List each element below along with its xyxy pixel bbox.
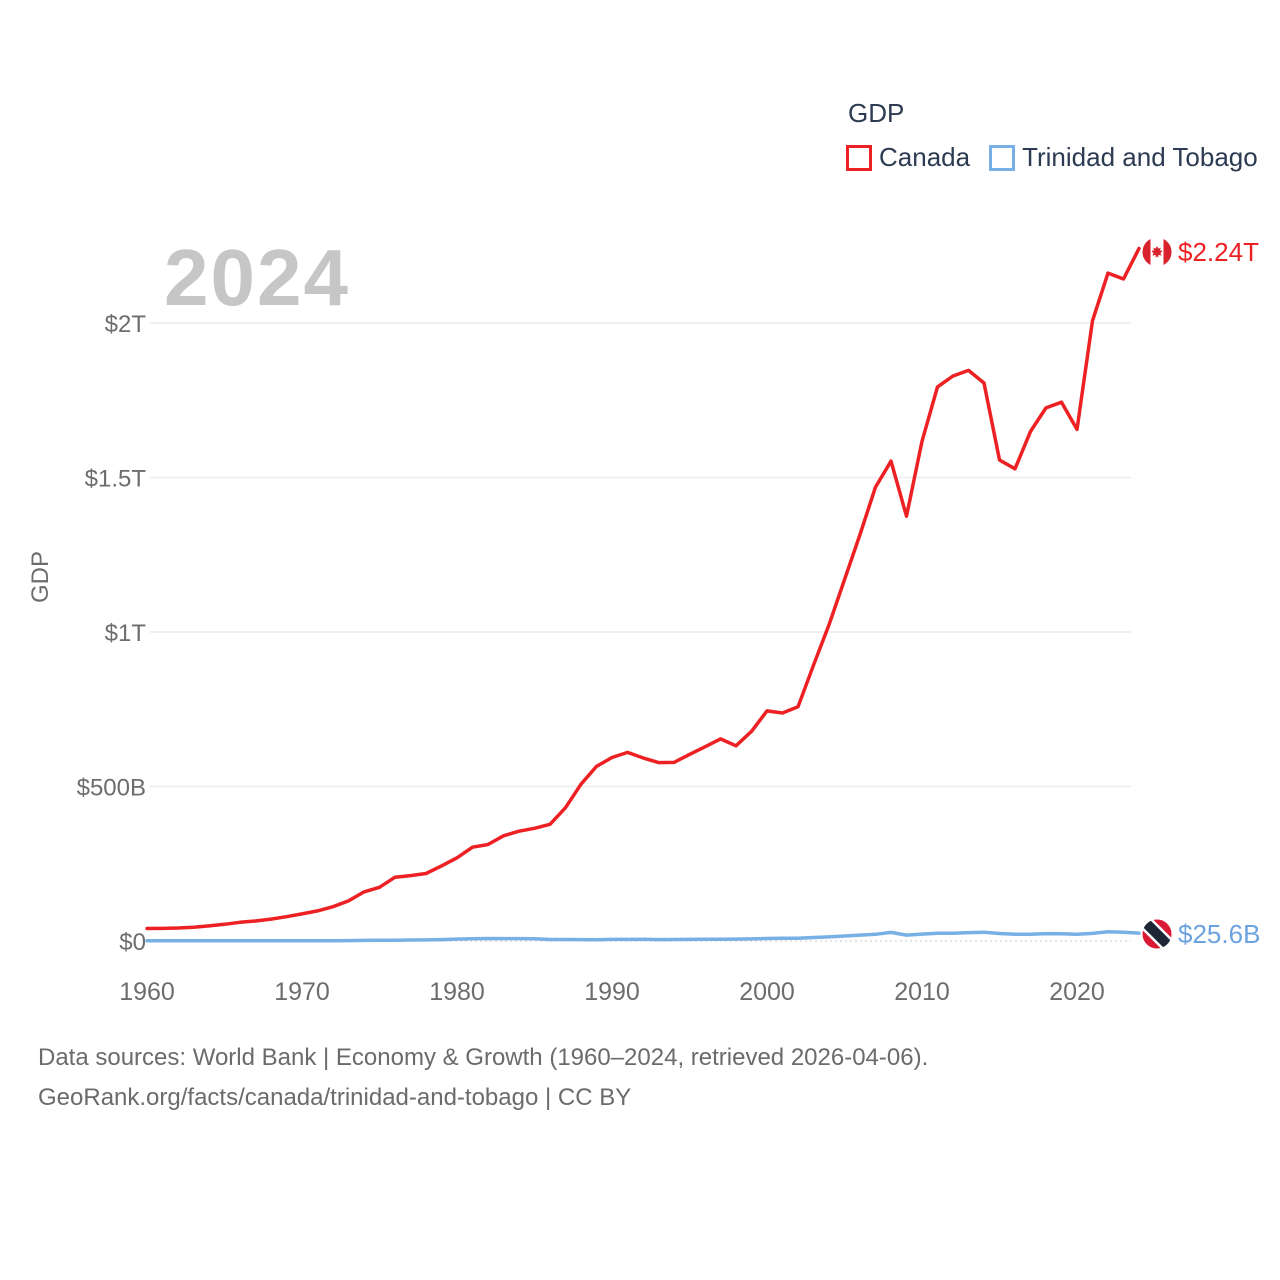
trinidad-and-tobago-series-swatch-icon	[989, 144, 1016, 171]
x-tick: 2010	[894, 978, 950, 1006]
x-tick: 1990	[584, 978, 640, 1006]
x-tick: 2020	[1049, 978, 1105, 1006]
x-tick: 1960	[119, 978, 175, 1006]
canada-line	[145, 246, 1141, 931]
y-tick: $2T	[105, 311, 147, 338]
y-tick: $0	[119, 929, 146, 956]
data-sources-line: Data sources: World Bank | Economy & Gro…	[38, 1044, 929, 1071]
gdp-line-chart: 2024 $0 $500B $1T $1.5T $2T 1960 1970 19…	[27, 233, 1260, 1006]
attribution-line: GeoRank.org/facts/canada/trinidad-and-to…	[38, 1084, 632, 1111]
gridlines	[150, 322, 1131, 942]
legend-item-canada[interactable]: Canada	[846, 142, 970, 173]
canada-series-swatch-icon	[846, 144, 872, 171]
legend-title: GDP	[848, 98, 905, 128]
trinidad-and-tobago-flag-icon	[1141, 918, 1173, 950]
y-axis-title: GDP	[27, 551, 54, 603]
canada-end-value-label: $2.24T	[1178, 237, 1259, 267]
y-tick: $500B	[77, 775, 146, 802]
legend-item-label: Canada	[879, 142, 971, 172]
x-tick: 2000	[739, 978, 795, 1006]
y-tick: $1T	[105, 620, 147, 647]
y-tick: $1.5T	[85, 466, 147, 493]
canada-flag-icon	[1141, 236, 1173, 268]
y-axis-ticks: $0 $500B $1T $1.5T $2T	[77, 311, 147, 956]
legend: GDP Canada Trinidad and Tobago	[846, 98, 1258, 173]
legend-items: Canada Trinidad and Tobago	[846, 142, 1258, 173]
x-axis-ticks: 1960 1970 1980 1990 2000 2010 2020	[119, 978, 1105, 1006]
trinidad-and-tobago-end-value-label: $25.6B	[1178, 919, 1260, 949]
legend-item-label: Trinidad and Tobago	[1022, 142, 1258, 172]
trinidad-and-tobago-line	[145, 929, 1141, 943]
legend-item-trinidad-and-tobago[interactable]: Trinidad and Tobago	[989, 142, 1258, 173]
x-tick: 1970	[274, 978, 330, 1006]
year-watermark: 2024	[164, 233, 350, 322]
x-tick: 1980	[429, 978, 485, 1006]
